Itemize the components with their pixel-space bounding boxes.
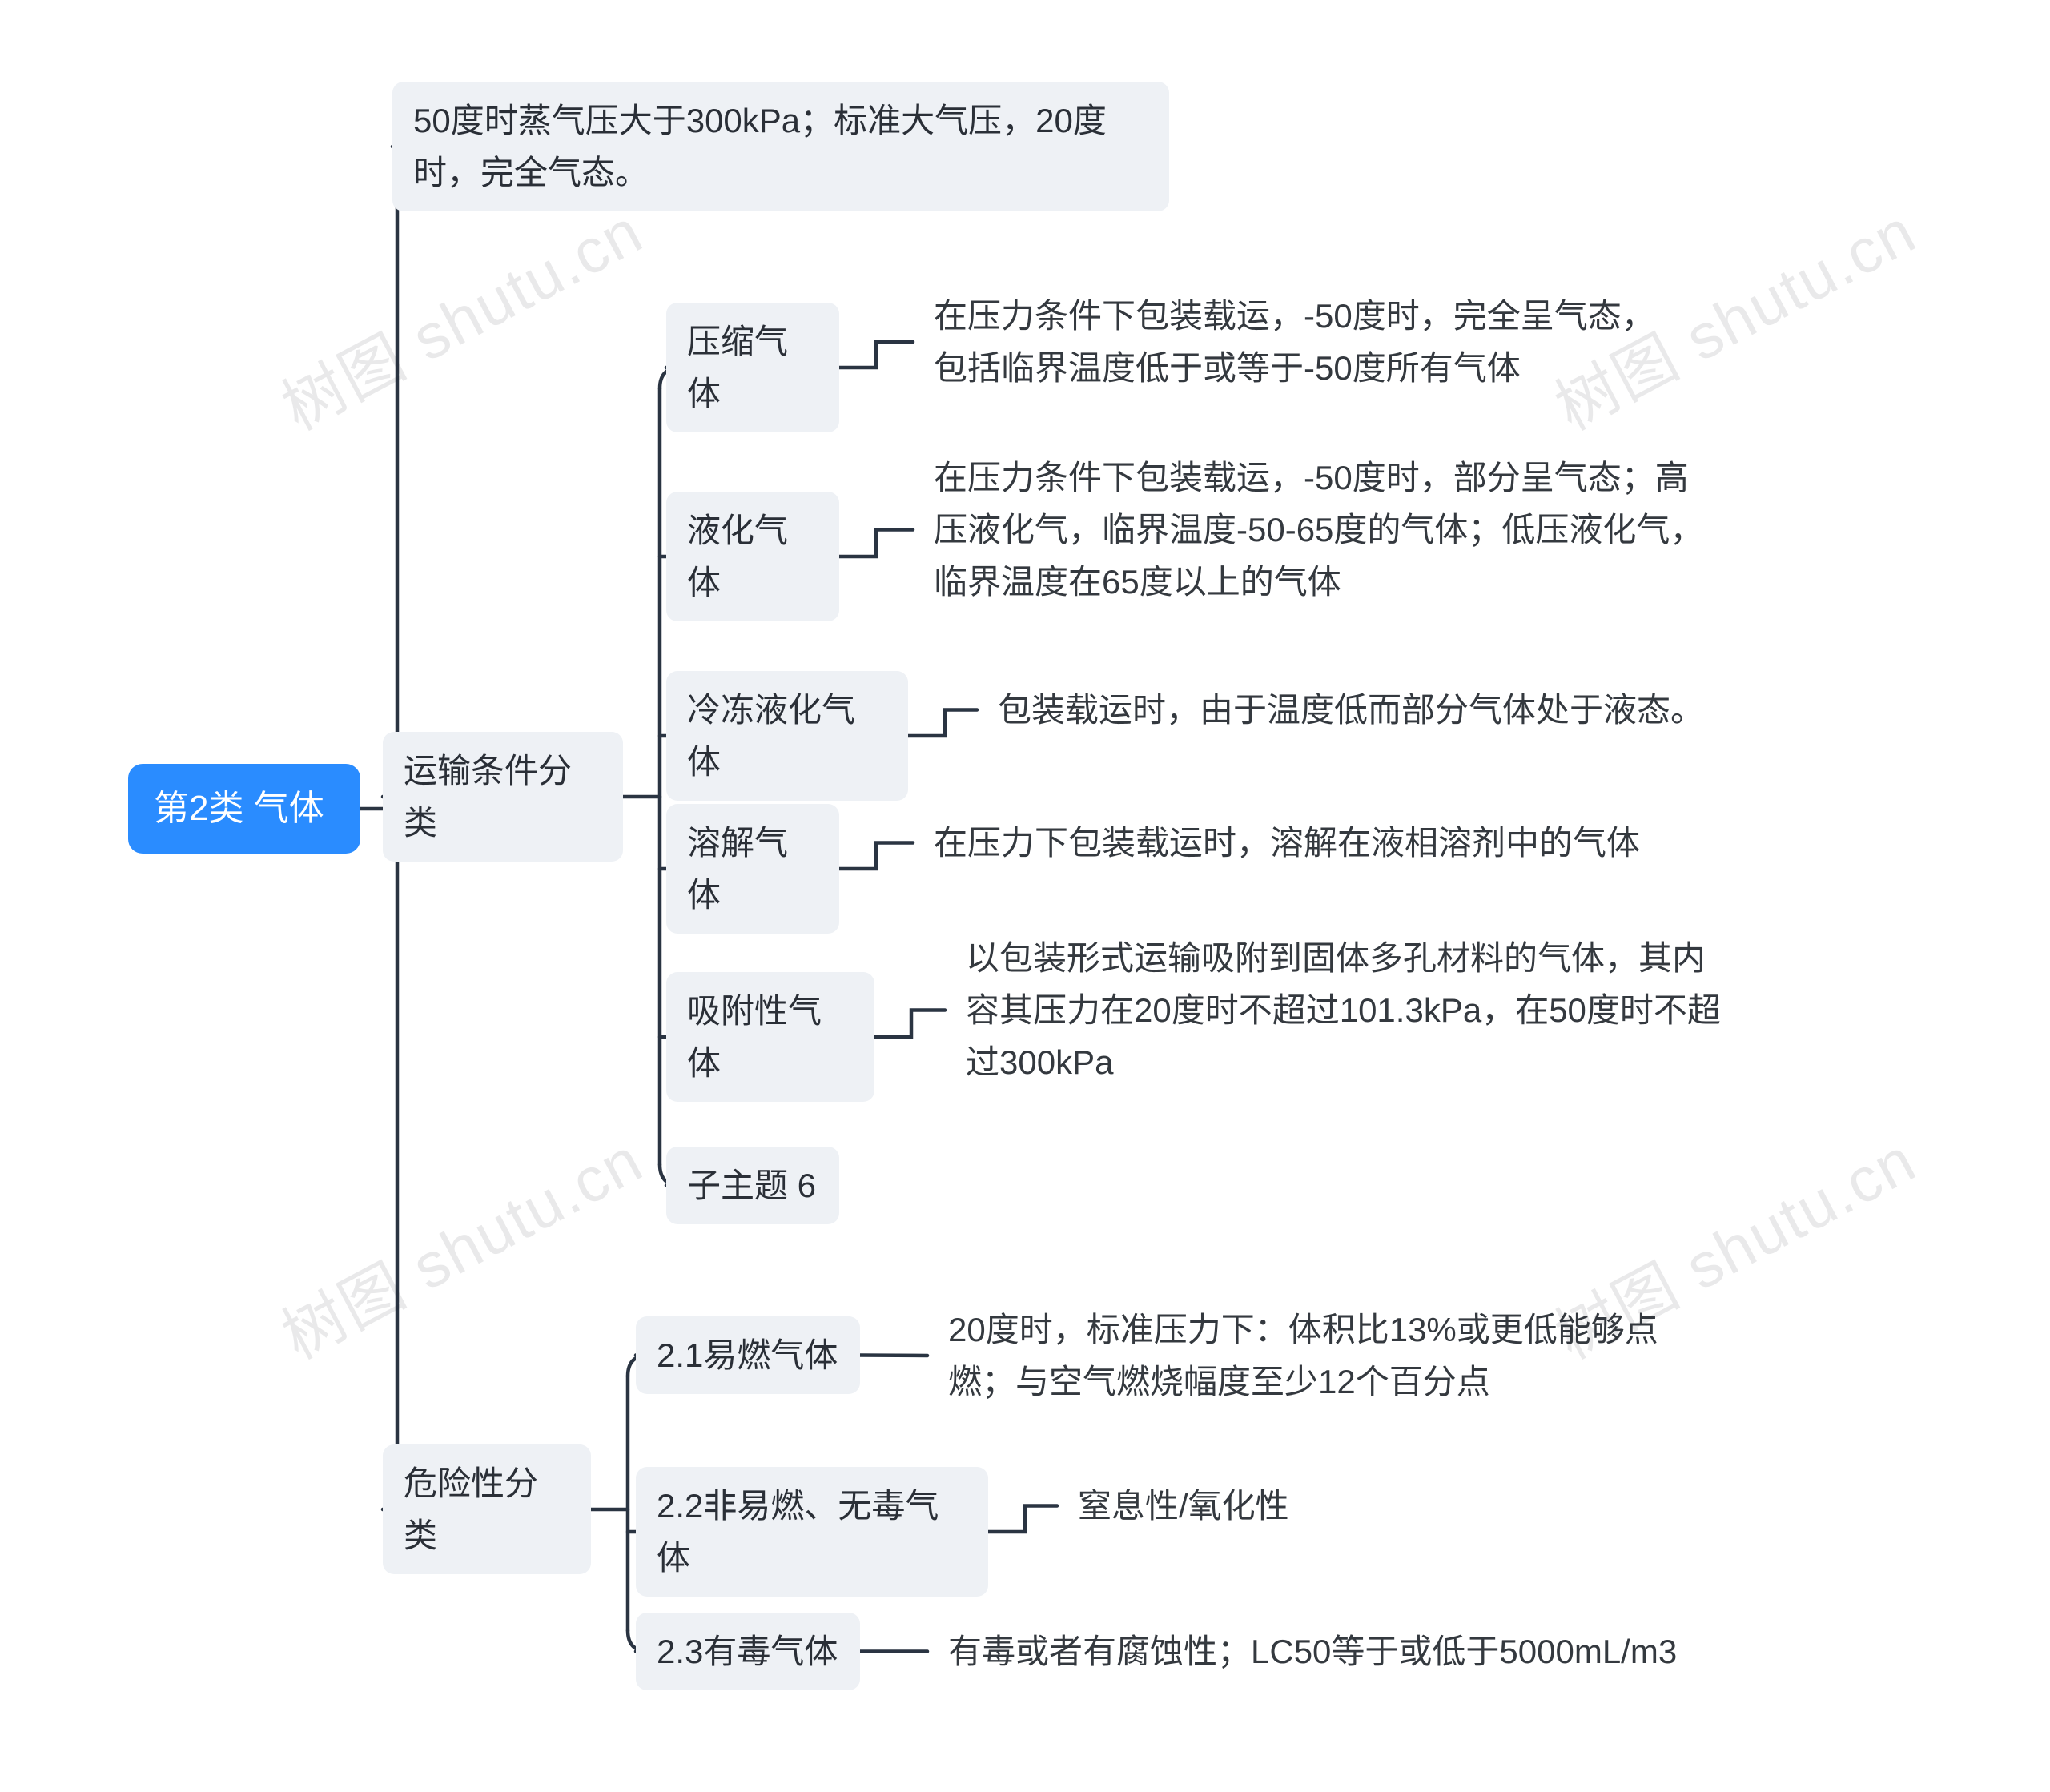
watermark-text: 树图 shutu.cn xyxy=(271,1124,653,1372)
node-b2c1d: 在压力条件下包装载运，-50度时，完全呈气态，包括临界温度低于或等于-50度所有… xyxy=(913,277,1682,407)
watermark: 树图 shutu.cn xyxy=(264,1111,656,1376)
node-b3c1d: 20度时，标准压力下：体积比13%或更低能够点燃；与空气燃烧幅度至少12个百分点 xyxy=(927,1291,1704,1420)
node-b2c5d: 以包装形式运输吸附到固体多孔材料的气体，其内容其压力在20度时不超过101.3k… xyxy=(945,919,1746,1101)
watermark: 树图 shutu.cn xyxy=(264,183,656,448)
node-label: 包装载运时，由于温度低而部分气体处于液态。 xyxy=(998,691,1704,729)
node-b2c2d: 在压力条件下包装载运，-50度时，部分呈气态；高压液化气，临界温度-50-65度… xyxy=(913,439,1730,621)
node-label: 压缩气体 xyxy=(687,323,788,412)
node-label: 冷冻液化气体 xyxy=(687,691,855,781)
node-label: 运输条件分类 xyxy=(404,752,572,842)
node-label: 有毒或者有腐蚀性；LC50等于或低于5000mL/m3 xyxy=(948,1633,1677,1670)
node-b2c4: 溶解气体 xyxy=(666,804,839,934)
mindmap-stage: 第2类 气体 50度时蒸气压大于300kPa；标准大气压，20度时，完全气态。运输… xyxy=(0,0,2050,1792)
node-b3c2: 2.2非易燃、无毒气体 xyxy=(636,1467,988,1597)
node-label: 窒息性/氧化性 xyxy=(1078,1487,1289,1525)
node-label: 在压力条件下包装载运，-50度时，完全呈气态，包括临界温度低于或等于-50度所有… xyxy=(934,297,1655,387)
node-label: 2.3有毒气体 xyxy=(657,1633,838,1670)
node-label: 溶解气体 xyxy=(687,824,788,914)
node-b2c5: 吸附性气体 xyxy=(666,972,874,1102)
node-label: 液化气体 xyxy=(687,512,788,601)
node-label: 2.1易燃气体 xyxy=(657,1336,838,1374)
node-b2c2: 液化气体 xyxy=(666,492,839,621)
node-b3c2d: 窒息性/氧化性 xyxy=(1057,1467,1329,1545)
node-b2c6: 子主题 6 xyxy=(666,1147,839,1224)
node-b2c1: 压缩气体 xyxy=(666,303,839,432)
connectors-layer xyxy=(0,0,2050,1792)
node-label: 在压力条件下包装载运，-50度时，部分呈气态；高压液化气，临界温度-50-65度… xyxy=(934,459,1703,601)
node-root: 第2类 气体 xyxy=(128,764,360,854)
node-b2c3: 冷冻液化气体 xyxy=(666,671,908,801)
node-b3c3d: 有毒或者有腐蚀性；LC50等于或低于5000mL/m3 xyxy=(927,1613,1728,1690)
node-label: 2.2非易燃、无毒气体 xyxy=(657,1487,939,1577)
node-label: 在压力下包装载运时，溶解在液相溶剂中的气体 xyxy=(934,824,1640,862)
node-label: 危险性分类 xyxy=(404,1465,538,1554)
node-b2c3d: 包装载运时，由于温度低而部分气体处于液态。 xyxy=(977,671,1730,749)
node-b1: 50度时蒸气压大于300kPa；标准大气压，20度时，完全气态。 xyxy=(392,82,1169,211)
watermark-text: 树图 shutu.cn xyxy=(271,195,653,444)
node-label: 子主题 6 xyxy=(687,1167,816,1204)
node-label: 第2类 气体 xyxy=(154,789,324,828)
node-label: 50度时蒸气压大于300kPa；标准大气压，20度时，完全气态。 xyxy=(413,102,1107,191)
node-label: 20度时，标准压力下：体积比13%或更低能够点燃；与空气燃烧幅度至少12个百分点 xyxy=(948,1311,1658,1400)
node-b3: 危险性分类 xyxy=(383,1444,591,1574)
node-b3c1: 2.1易燃气体 xyxy=(636,1316,860,1394)
node-b3c3: 2.3有毒气体 xyxy=(636,1613,860,1690)
node-label: 吸附性气体 xyxy=(687,992,822,1082)
node-b2: 运输条件分类 xyxy=(383,732,623,862)
node-label: 以包装形式运输吸附到固体多孔材料的气体，其内容其压力在20度时不超过101.3k… xyxy=(966,939,1721,1081)
node-b2c4d: 在压力下包装载运时，溶解在液相溶剂中的气体 xyxy=(913,804,1666,882)
